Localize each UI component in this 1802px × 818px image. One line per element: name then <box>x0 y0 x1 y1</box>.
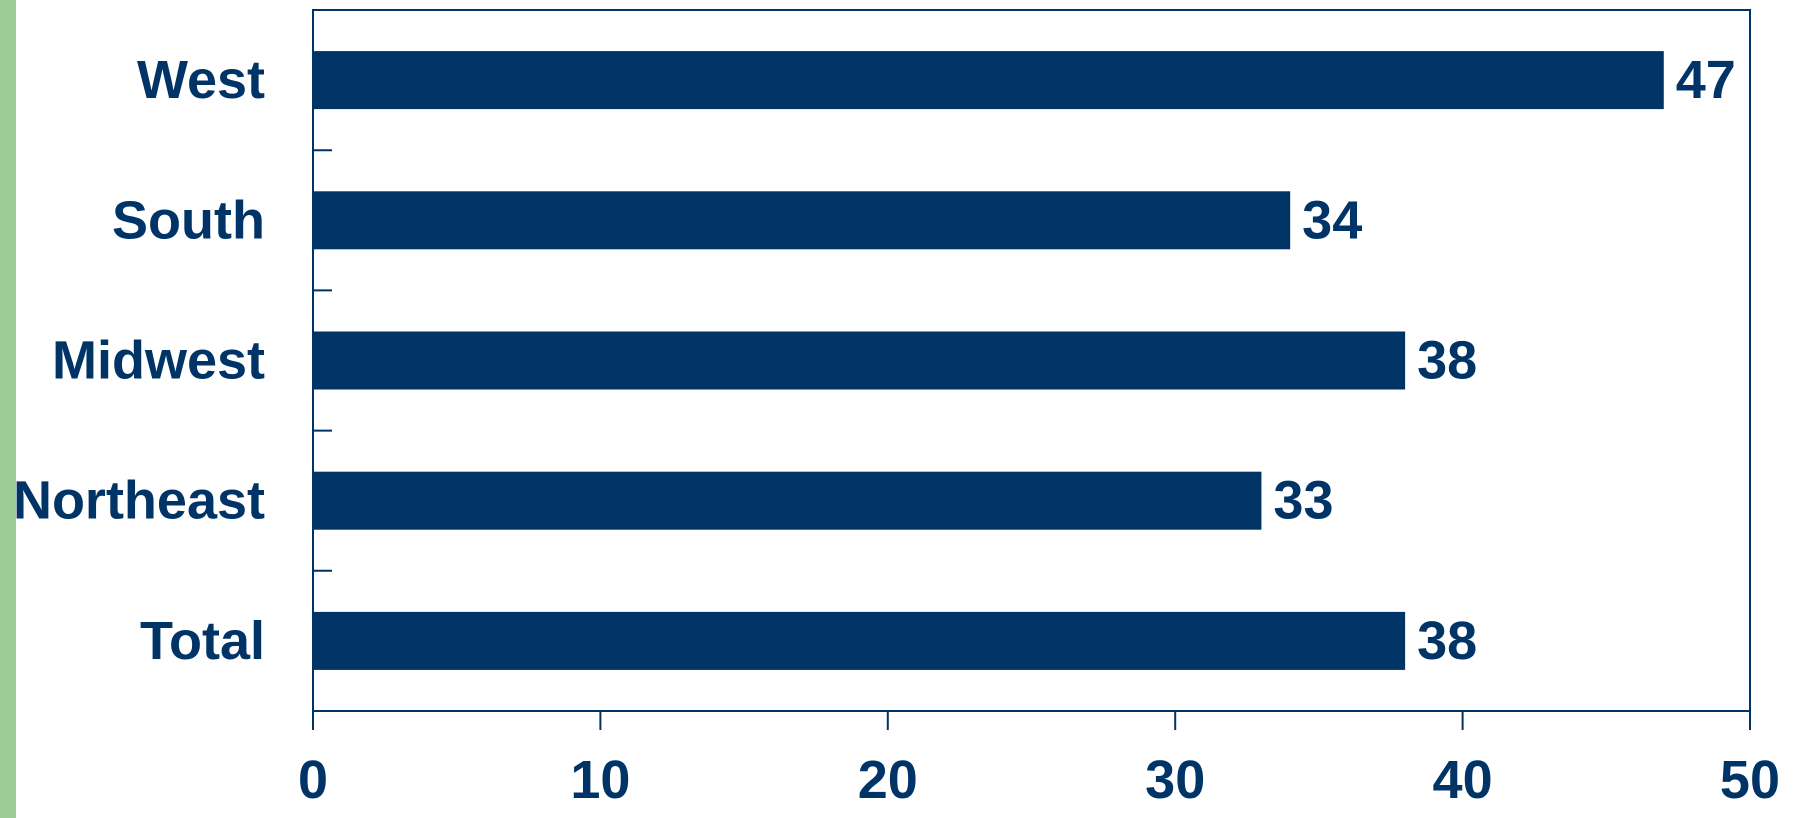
tick-labels: 0 10 20 30 40 50 <box>298 750 1780 810</box>
value-label-total: 38 <box>1417 611 1477 671</box>
x-tick-label: 40 <box>1433 750 1493 810</box>
bar-south <box>313 191 1291 250</box>
bar-midwest <box>313 331 1406 390</box>
bar-west <box>313 51 1664 110</box>
value-label-south: 34 <box>1302 190 1362 250</box>
category-label-midwest: Midwest <box>52 331 265 391</box>
category-label-total: Total <box>140 611 265 671</box>
value-labels: 47 34 38 33 38 <box>1273 50 1735 671</box>
value-label-midwest: 38 <box>1417 331 1477 391</box>
category-label-south: South <box>112 190 265 250</box>
x-tick-label: 0 <box>298 750 328 810</box>
accent-stripe <box>0 0 16 818</box>
x-tick-label: 20 <box>858 750 918 810</box>
value-label-west: 47 <box>1676 50 1736 110</box>
axis-ticks <box>312 149 1751 730</box>
x-tick-label: 50 <box>1720 750 1780 810</box>
value-label-northeast: 33 <box>1273 471 1333 531</box>
bar-group <box>313 51 1664 670</box>
bar-northeast <box>313 471 1262 530</box>
category-label-northeast: Northeast <box>13 471 265 531</box>
x-tick-label: 30 <box>1145 750 1205 810</box>
bar-total <box>313 611 1406 670</box>
category-label-west: West <box>137 50 265 110</box>
x-tick-label: 10 <box>570 750 630 810</box>
category-labels: West South Midwest Northeast Total <box>13 50 265 671</box>
